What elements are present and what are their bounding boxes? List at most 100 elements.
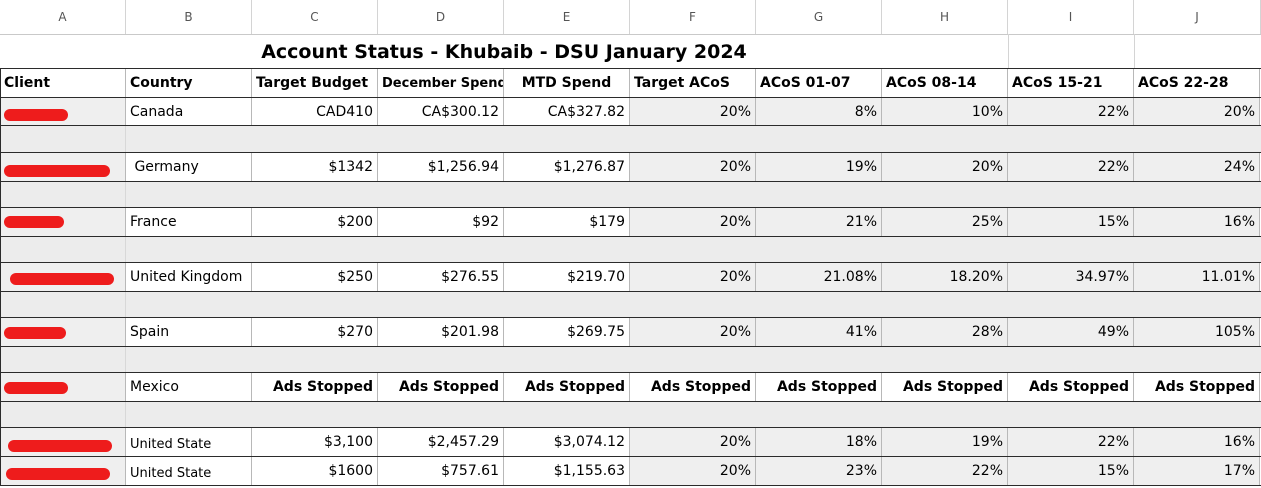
acos-01-07-cell[interactable]: 18% bbox=[756, 428, 882, 456]
client-cell-redacted[interactable] bbox=[0, 457, 126, 485]
target-budget-cell[interactable]: $1342 bbox=[252, 153, 378, 181]
acos-08-14-cell[interactable]: 10% bbox=[882, 98, 1008, 125]
target-acos-cell[interactable]: 20% bbox=[630, 457, 756, 485]
country-cell[interactable]: Mexico bbox=[126, 373, 252, 401]
december-spend-cell[interactable]: $757.61 bbox=[378, 457, 504, 485]
mtd-spend-cell[interactable]: Ads Stopped bbox=[504, 373, 630, 401]
header-mtd-spend[interactable]: MTD Spend bbox=[504, 69, 630, 97]
header-acos-15-21[interactable]: ACoS 15-21 bbox=[1008, 69, 1134, 97]
header-acos-08-14[interactable]: ACoS 08-14 bbox=[882, 69, 1008, 97]
client-cell-redacted[interactable] bbox=[0, 208, 126, 236]
client-cell-redacted[interactable] bbox=[0, 263, 126, 291]
mtd-spend-cell[interactable]: $269.75 bbox=[504, 318, 630, 346]
acos-15-21-cell[interactable]: 49% bbox=[1008, 318, 1134, 346]
target-acos-cell[interactable]: 20% bbox=[630, 263, 756, 291]
country-cell[interactable]: France bbox=[126, 208, 252, 236]
acos-22-28-cell[interactable]: 11.01% bbox=[1134, 263, 1260, 291]
target-budget-cell[interactable]: $270 bbox=[252, 318, 378, 346]
client-cell-redacted[interactable] bbox=[0, 153, 126, 181]
column-header-d[interactable]: D bbox=[378, 0, 504, 34]
acos-08-14-cell[interactable]: 25% bbox=[882, 208, 1008, 236]
mtd-spend-cell[interactable]: CA$327.82 bbox=[504, 98, 630, 125]
column-header-b[interactable]: B bbox=[126, 0, 252, 34]
december-spend-cell[interactable]: $2,457.29 bbox=[378, 428, 504, 456]
sheet-title[interactable]: Account Status - Khubaib - DSU January 2… bbox=[261, 41, 747, 63]
acos-08-14-cell[interactable]: Ads Stopped bbox=[882, 373, 1008, 401]
target-budget-cell[interactable]: CAD410 bbox=[252, 98, 378, 125]
target-acos-cell[interactable]: 20% bbox=[630, 153, 756, 181]
acos-15-21-cell[interactable]: Ads Stopped bbox=[1008, 373, 1134, 401]
mtd-spend-cell[interactable]: $219.70 bbox=[504, 263, 630, 291]
acos-08-14-cell[interactable]: 19% bbox=[882, 428, 1008, 456]
acos-15-21-cell[interactable]: 15% bbox=[1008, 208, 1134, 236]
acos-22-28-cell[interactable]: 24% bbox=[1134, 153, 1260, 181]
acos-01-07-cell[interactable]: 41% bbox=[756, 318, 882, 346]
december-spend-cell[interactable]: $1,256.94 bbox=[378, 153, 504, 181]
country-cell[interactable]: United State bbox=[126, 428, 252, 456]
target-acos-cell[interactable]: 20% bbox=[630, 428, 756, 456]
acos-15-21-cell[interactable]: 22% bbox=[1008, 98, 1134, 125]
december-spend-cell[interactable]: $92 bbox=[378, 208, 504, 236]
header-december-spend[interactable]: December Spend bbox=[378, 69, 504, 97]
acos-01-07-cell[interactable]: 23% bbox=[756, 457, 882, 485]
column-header-h[interactable]: H bbox=[882, 0, 1008, 34]
column-header-c[interactable]: C bbox=[252, 0, 378, 34]
country-cell[interactable]: Canada bbox=[126, 98, 252, 125]
target-budget-cell[interactable]: $250 bbox=[252, 263, 378, 291]
acos-15-21-cell[interactable]: 15% bbox=[1008, 457, 1134, 485]
target-budget-cell[interactable]: $200 bbox=[252, 208, 378, 236]
target-acos-cell[interactable]: 20% bbox=[630, 318, 756, 346]
country-cell[interactable]: Spain bbox=[126, 318, 252, 346]
target-acos-cell[interactable]: 20% bbox=[630, 98, 756, 125]
acos-01-07-cell[interactable]: 21% bbox=[756, 208, 882, 236]
header-target-acos[interactable]: Target ACoS bbox=[630, 69, 756, 97]
header-acos-22-28[interactable]: ACoS 22-28 bbox=[1134, 69, 1260, 97]
target-acos-cell[interactable]: Ads Stopped bbox=[630, 373, 756, 401]
acos-22-28-cell[interactable]: 16% bbox=[1134, 428, 1260, 456]
acos-22-28-cell[interactable]: 105% bbox=[1134, 318, 1260, 346]
mtd-spend-cell[interactable]: $179 bbox=[504, 208, 630, 236]
acos-08-14-cell[interactable]: 28% bbox=[882, 318, 1008, 346]
header-target-budget[interactable]: Target Budget bbox=[252, 69, 378, 97]
header-client[interactable]: Client bbox=[0, 69, 126, 97]
acos-22-28-cell[interactable]: 20% bbox=[1134, 98, 1260, 125]
target-budget-cell[interactable]: $1600 bbox=[252, 457, 378, 485]
client-cell-redacted[interactable] bbox=[0, 98, 126, 125]
acos-01-07-cell[interactable]: 19% bbox=[756, 153, 882, 181]
acos-08-14-cell[interactable]: 20% bbox=[882, 153, 1008, 181]
acos-15-21-cell[interactable]: 34.97% bbox=[1008, 263, 1134, 291]
column-header-g[interactable]: G bbox=[756, 0, 882, 34]
mtd-spend-cell[interactable]: $1,155.63 bbox=[504, 457, 630, 485]
header-country[interactable]: Country bbox=[126, 69, 252, 97]
acos-22-28-cell[interactable]: 16% bbox=[1134, 208, 1260, 236]
target-budget-cell[interactable]: $3,100 bbox=[252, 428, 378, 456]
client-cell-redacted[interactable] bbox=[0, 373, 126, 401]
country-cell[interactable]: Germany bbox=[126, 153, 252, 181]
client-cell-redacted[interactable] bbox=[0, 428, 126, 456]
client-cell-redacted[interactable] bbox=[0, 318, 126, 346]
acos-22-28-cell[interactable]: 17% bbox=[1134, 457, 1260, 485]
acos-01-07-cell[interactable]: 8% bbox=[756, 98, 882, 125]
target-budget-cell[interactable]: Ads Stopped bbox=[252, 373, 378, 401]
december-spend-cell[interactable]: CA$300.12 bbox=[378, 98, 504, 125]
column-header-f[interactable]: F bbox=[630, 0, 756, 34]
column-header-i[interactable]: I bbox=[1008, 0, 1134, 34]
acos-01-07-cell[interactable]: 21.08% bbox=[756, 263, 882, 291]
december-spend-cell[interactable]: Ads Stopped bbox=[378, 373, 504, 401]
mtd-spend-cell[interactable]: $1,276.87 bbox=[504, 153, 630, 181]
acos-08-14-cell[interactable]: 22% bbox=[882, 457, 1008, 485]
country-cell[interactable]: United State bbox=[126, 457, 252, 485]
mtd-spend-cell[interactable]: $3,074.12 bbox=[504, 428, 630, 456]
column-header-e[interactable]: E bbox=[504, 0, 630, 34]
country-cell[interactable]: United Kingdom bbox=[126, 263, 252, 291]
acos-22-28-cell[interactable]: Ads Stopped bbox=[1134, 373, 1260, 401]
december-spend-cell[interactable]: $276.55 bbox=[378, 263, 504, 291]
column-header-a[interactable]: A bbox=[0, 0, 126, 34]
acos-01-07-cell[interactable]: Ads Stopped bbox=[756, 373, 882, 401]
acos-15-21-cell[interactable]: 22% bbox=[1008, 153, 1134, 181]
december-spend-cell[interactable]: $201.98 bbox=[378, 318, 504, 346]
header-acos-01-07[interactable]: ACoS 01-07 bbox=[756, 69, 882, 97]
acos-08-14-cell[interactable]: 18.20% bbox=[882, 263, 1008, 291]
target-acos-cell[interactable]: 20% bbox=[630, 208, 756, 236]
acos-15-21-cell[interactable]: 22% bbox=[1008, 428, 1134, 456]
